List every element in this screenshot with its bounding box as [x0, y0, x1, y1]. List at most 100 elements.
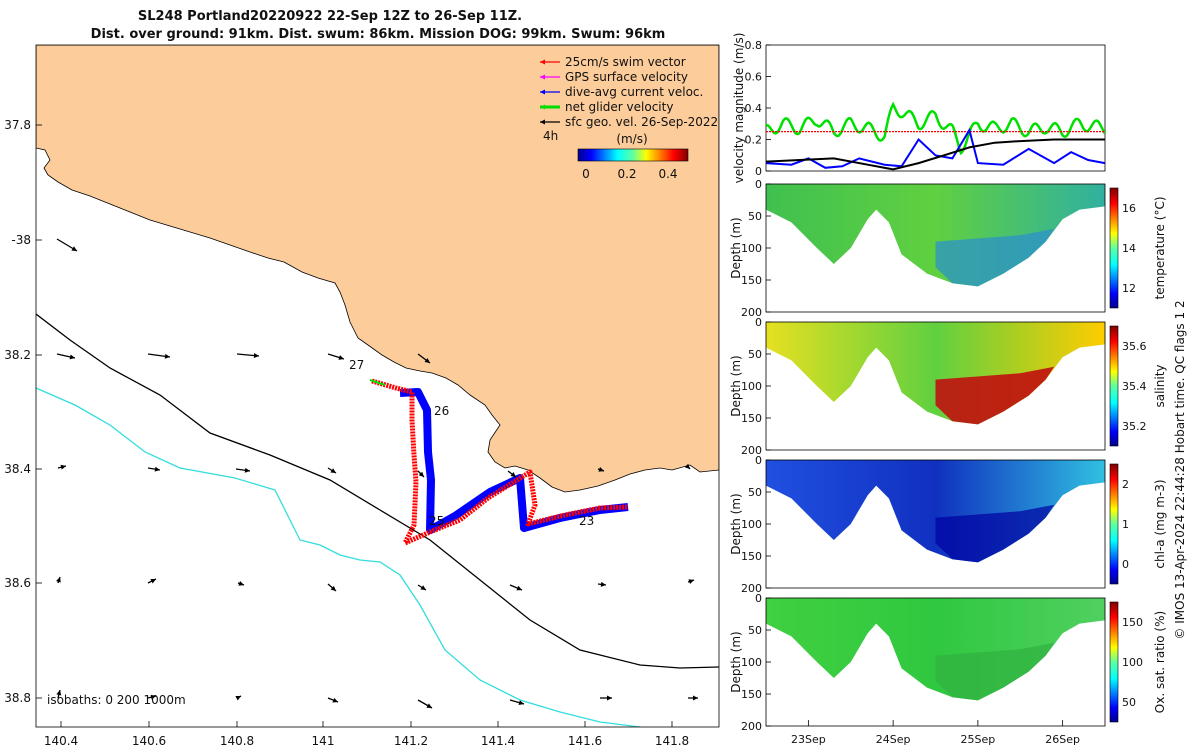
geo-velocity-arrowhead [330, 585, 336, 591]
velocity-ytick-label: 0.8 [745, 39, 763, 52]
legend-arrowhead [540, 104, 545, 110]
section-ytick-label: 150 [741, 412, 762, 425]
geo-velocity-arrowhead [338, 355, 344, 360]
geo-velocity-arrowhead [607, 695, 612, 701]
geo-velocity-arrowhead [518, 700, 524, 706]
legend-arrowhead [540, 59, 545, 65]
speed-colorbar [577, 148, 689, 162]
legend-arrowhead [540, 74, 545, 80]
section-ylabel: Depth (m) [729, 355, 743, 416]
section-colorbar-label: temperature (°C) [1153, 197, 1167, 300]
isobath-1000 [36, 387, 641, 727]
velocity-series-line [766, 138, 1105, 171]
section-ylabel: Depth (m) [729, 631, 743, 692]
section-colorbar-label: chl-a (mg m-3) [1153, 479, 1167, 568]
geo-velocity-arrowhead [150, 694, 156, 700]
glider-track-green [369, 379, 386, 386]
section-ytick-label: 200 [741, 582, 762, 595]
date-tick-label: 25Sep [961, 733, 996, 746]
geo-velocity-arrowhead [56, 577, 61, 583]
map-xtick-label: 141.4 [481, 734, 515, 748]
geo-velocity-arrowhead [600, 581, 606, 587]
legend-arrowhead [540, 119, 545, 125]
section-ytick-label: 50 [748, 210, 762, 223]
section-panel-temperature: 0 50 100 150 200 Depth (m) 12 14 16 temperature (… [729, 178, 1167, 319]
section-deep-feature [935, 504, 1055, 563]
isobath-200 [36, 313, 719, 669]
map-ytick-label: -38 [11, 233, 31, 247]
glider-track-blue [399, 388, 629, 534]
map-land [36, 45, 719, 493]
geo-velocity-arrowhead [71, 246, 77, 251]
glider-track-red [371, 378, 629, 546]
section-ytick-label: 100 [741, 656, 762, 669]
map-ytick-label: 38.4 [4, 462, 31, 476]
geo-velocity-arrowhead [69, 354, 75, 360]
section-ytick-label: 0 [755, 454, 762, 467]
colorbar-tick-label: 14 [1122, 242, 1136, 255]
date-tick-label: 24Sep [876, 733, 911, 746]
map-xtick-label: 141 [312, 734, 335, 748]
colorbar-tick-label: 0 [1122, 558, 1129, 571]
map-ytick-label: 37.8 [4, 118, 31, 132]
section-ytick-label: 0 [755, 592, 762, 605]
section-colorbar-label: Ox. sat. ratio (%) [1153, 611, 1167, 713]
map-ytick-label: 38.6 [4, 576, 31, 590]
section-ytick-label: 150 [741, 688, 762, 701]
map-ytick-label: 38.8 [4, 691, 31, 705]
geo-velocity-arrowhead [150, 579, 156, 584]
legend-label: dive-avg current veloc. [565, 85, 703, 99]
section-panel-chla: 0 50 100 150 200 Depth (m) 0 1 2 chl-a (mg m-3) [729, 454, 1167, 595]
colorbar-tick-label: 150 [1122, 616, 1143, 629]
map-xtick-label: 141.2 [394, 734, 428, 748]
velocity-ytick-label: 0 [755, 165, 762, 178]
section-ytick-label: 200 [741, 306, 762, 319]
geo-velocity-arrowhead [688, 579, 694, 584]
geo-velocity-arrowhead [418, 471, 424, 477]
velocity-panel: 0 0.2 0.4 0.6 0.8 velocity magnitude (m/s) [732, 33, 1106, 184]
colorbar-tick-2: 0.4 [658, 167, 677, 181]
geo-velocity-arrowhead [332, 697, 338, 703]
velocity-ylabel: velocity magnitude (m/s) [732, 33, 746, 184]
section-ytick-label: 0 [755, 178, 762, 191]
geo-velocity-arrowhead [244, 467, 250, 473]
section-colorbar [1109, 325, 1119, 447]
geo-velocity-arrowhead [330, 468, 336, 473]
section-ylabel: Depth (m) [729, 493, 743, 554]
legend-label: 25cm/s swim vector [565, 55, 686, 69]
section-ytick-label: 100 [741, 380, 762, 393]
geo-velocity-arrowhead [56, 690, 62, 696]
colorbar-tick-label: 35.4 [1122, 380, 1147, 393]
map-frame [35, 44, 720, 728]
colorbar-unit: (m/s) [616, 132, 647, 146]
title-line-1: SL248 Portland20220922 22-Sep 12Z to 26-… [138, 9, 522, 24]
map-xtick-label: 140.8 [220, 734, 254, 748]
velocity-series-line [766, 101, 1105, 156]
waypoint-label-25: 25 [429, 514, 444, 528]
section-ytick-label: 200 [741, 720, 762, 733]
geo-velocity-arrowhead [693, 695, 698, 701]
colorbar-tick-label: 16 [1122, 202, 1136, 215]
geo-velocity-arrowhead [684, 463, 690, 469]
section-deep-feature [935, 642, 1055, 701]
map-axis-ticks: 140.4 140.6 140.8 141 141.2 141.4 141.6 141.8 37… [4, 118, 689, 748]
map-xtick-label: 140.4 [44, 734, 78, 748]
colorbar-tick-label: 12 [1122, 282, 1136, 295]
map-xtick-label: 141.6 [568, 734, 602, 748]
map-ytick-label: 38.2 [4, 348, 31, 362]
credit-text: © IMOS 13-Apr-2024 22:44:28 Hobart time.… [1173, 300, 1187, 639]
legend-arrowhead [540, 89, 545, 95]
waypoint-label-26: 26 [434, 404, 449, 418]
section-ytick-label: 150 [741, 274, 762, 287]
section-deep-feature [935, 366, 1055, 425]
title-line-2: Dist. over ground: 91km. Dist. swum: 86k… [91, 27, 666, 42]
map-xtick-label: 141.8 [655, 734, 689, 748]
colorbar-tick-label: 1 [1122, 518, 1129, 531]
colorbar-tick-label: 35.6 [1122, 340, 1147, 353]
date-tick-label: 23Sep [791, 733, 826, 746]
isobaths-label: isobaths: 0 200 1000m [47, 693, 186, 707]
waypoint-label-27: 27 [349, 358, 364, 372]
geo-velocity-arrowhead [510, 472, 516, 477]
